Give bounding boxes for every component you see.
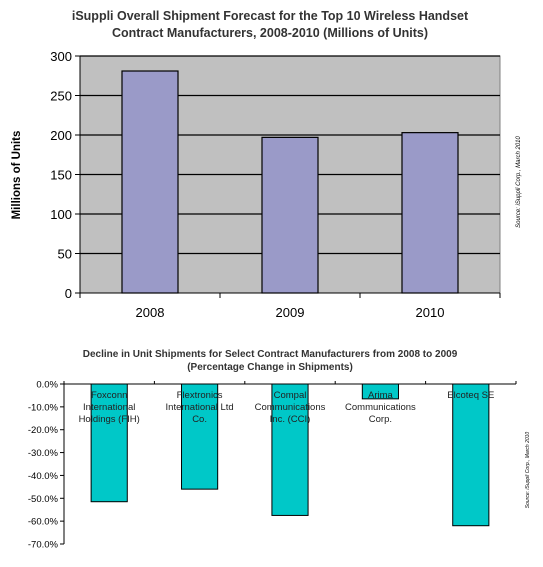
chart2-bar xyxy=(361,383,399,400)
chart2-category-label: Compal xyxy=(274,390,307,401)
chart2-category-label: Arima xyxy=(368,390,394,401)
chart1-bar xyxy=(401,132,459,294)
chart1-bar xyxy=(121,70,179,294)
chart1-source-note: Source: iSuppli Corp., March 2010 xyxy=(516,135,522,227)
chart1-y-tick-label: 150 xyxy=(50,168,72,183)
chart2-source-note: Source: iSuppli Corp., March 2010 xyxy=(525,432,531,509)
chart2-bar xyxy=(452,383,490,527)
chart2-category-label: Flextronics xyxy=(177,390,223,401)
chart2-y-tick-label: -40.0% xyxy=(28,471,59,482)
chart1-title: iSuppli Overall Shipment Forecast for th… xyxy=(72,9,469,23)
chart2-category-label: Corp. xyxy=(369,414,392,425)
chart1-group: 0 50 100 150 200 250 300 2008 2009 2010 xyxy=(50,49,501,320)
chart2-category-label: Elcoteq SE xyxy=(447,390,494,401)
chart1-y-axis-label: Millions of Units xyxy=(11,131,23,220)
chart2-category-label: Communications xyxy=(345,402,416,413)
chart1-x-tick-label: 2010 xyxy=(416,305,445,320)
chart2-y-tick-label: -30.0% xyxy=(28,448,59,459)
chart2-bar xyxy=(181,383,219,490)
chart2-y-tick-label: 0.0% xyxy=(36,380,58,391)
chart2-y-tick-label: -70.0% xyxy=(28,540,59,551)
chart2-category-label: International xyxy=(83,402,135,413)
chart2-subtitle: (Percentage Change in Shipments) xyxy=(187,362,353,373)
chart1-subtitle: Contract Manufacturers, 2008-2010 (Milli… xyxy=(112,26,428,40)
chart2-category-label: Communications xyxy=(255,402,326,413)
chart1-y-tick-label: 100 xyxy=(50,207,72,222)
chart2-bar xyxy=(90,383,128,503)
chart2-category-label: International Ltd xyxy=(166,402,234,413)
chart1-bar xyxy=(261,136,319,294)
chart2-y-tick-label: -20.0% xyxy=(28,425,59,436)
chart1-y-tick-label: 0 xyxy=(65,286,72,301)
chart2-group: 0.0% -10.0% -20.0% -30.0% -40.0% -50.0% -60.0%… xyxy=(28,380,517,551)
chart2-y-tick-label: -60.0% xyxy=(28,517,59,528)
chart2-category-label: Co. xyxy=(192,414,207,425)
chart2-category-label: Foxconn xyxy=(91,390,127,401)
chart1-y-tick-label: 200 xyxy=(50,128,72,143)
chart1-y-tick-label: 50 xyxy=(58,247,72,262)
chart1-x-tick-label: 2009 xyxy=(276,305,305,320)
chart2-bar xyxy=(271,383,309,516)
chart2-category-label: Inc. (CCI) xyxy=(270,414,311,425)
chart2-y-tick-label: -10.0% xyxy=(28,402,59,413)
chart2-y-tick-label: -50.0% xyxy=(28,494,59,505)
chart1-y-tick-label: 250 xyxy=(50,89,72,104)
chart1-x-tick-label: 2008 xyxy=(136,305,165,320)
chart2-title: Decline in Unit Shipments for Select Con… xyxy=(83,349,458,360)
chart2-category-label: Holdings (FIH) xyxy=(79,414,140,425)
chart1-y-tick-label: 300 xyxy=(50,49,72,64)
